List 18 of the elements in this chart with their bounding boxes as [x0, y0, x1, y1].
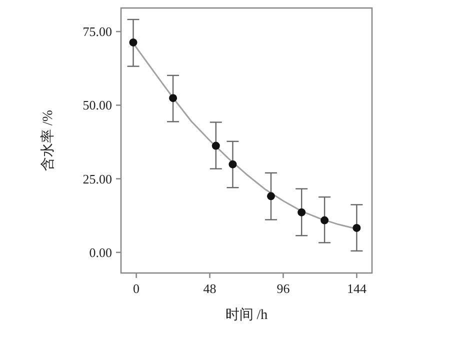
point — [266, 192, 275, 200]
y-tick-label: 25.00 — [82, 171, 112, 186]
y-tick-label: 0.00 — [89, 244, 112, 260]
point — [228, 160, 237, 168]
x-tick-label: 48 — [203, 281, 216, 296]
point — [298, 208, 306, 216]
y-tick-label: 75.00 — [82, 24, 112, 40]
point — [169, 94, 178, 102]
point — [129, 38, 138, 46]
x-tick-label: 0 — [133, 281, 140, 296]
x-tick-label: 144 — [346, 281, 367, 296]
y-tick-label: 50.00 — [82, 98, 112, 113]
point — [212, 142, 220, 150]
point — [352, 224, 361, 232]
x-axis-title: 时间 /h — [225, 307, 268, 323]
x-tick-label: 96 — [276, 281, 290, 296]
y-axis-title: 含水率 /% — [40, 110, 56, 172]
point — [320, 216, 329, 224]
